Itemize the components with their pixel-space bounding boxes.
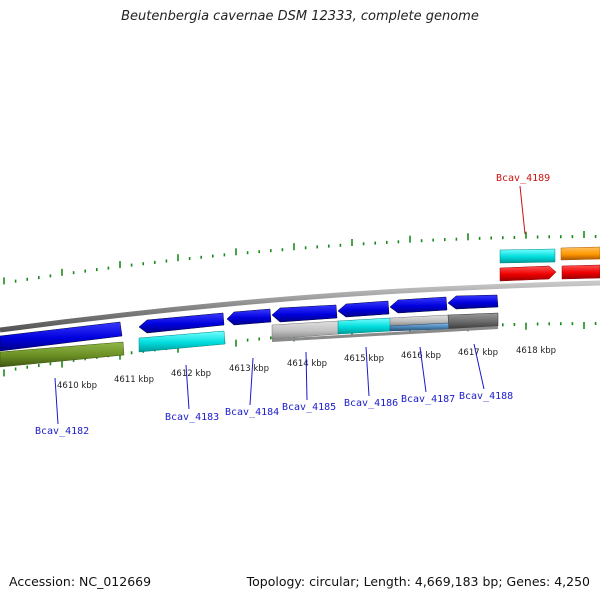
genome-title: Beutenbergia cavernae DSM 12333, complet…: [121, 9, 479, 24]
reverse-strand-features: [0, 312, 499, 368]
gene-bcav-4184[interactable]: [226, 308, 272, 326]
gene-label-bcav-4184[interactable]: Bcav_4184: [225, 407, 279, 418]
gene-bcav-4188[interactable]: [447, 294, 499, 310]
genome-summary-text: Topology: circular; Length: 4,669,183 bp…: [246, 574, 590, 589]
genome-backbone: [0, 280, 600, 333]
leader-line: [185, 364, 190, 410]
gene-bcav-4189-red[interactable]: [499, 265, 557, 282]
leader-line: [305, 351, 308, 401]
upper-tick-row: [3, 231, 597, 285]
gene-orange[interactable]: [560, 246, 600, 261]
feature-cyan-4183[interactable]: [138, 330, 226, 353]
feature-olive[interactable]: [0, 341, 125, 368]
kbp-label: 4611 kbp: [114, 375, 154, 385]
kbp-label: 4615 kbp: [344, 354, 384, 364]
gene-label-bcav-4188[interactable]: Bcav_4188: [459, 391, 513, 402]
gene-bcav-4189-cyan[interactable]: [499, 248, 556, 264]
gene-label-bcav-4182[interactable]: Bcav_4182: [35, 426, 89, 437]
kbp-label: 4613 kbp: [229, 364, 269, 374]
feature-cyan-4186[interactable]: [337, 317, 392, 335]
gene-bcav-4185[interactable]: [271, 304, 338, 323]
leader-line: [365, 346, 370, 397]
gene-red-right[interactable]: [561, 264, 600, 280]
kbp-label: 4618 kbp: [516, 346, 556, 356]
accession-text: Accession: NC_012669: [9, 574, 152, 589]
gene-label-bcav-4187[interactable]: Bcav_4187: [401, 394, 455, 405]
gene-bcav-4183[interactable]: [138, 312, 225, 334]
kbp-label: 4617 kbp: [458, 348, 498, 358]
kbp-label: 4612 kbp: [171, 369, 211, 379]
leader-line: [54, 377, 59, 425]
gene-label-bcav-4186[interactable]: Bcav_4186: [344, 398, 398, 409]
gene-bcav-4186[interactable]: [337, 300, 390, 318]
gene-labels: Bcav_4182 Bcav_4183 Bcav_4184 Bcav_4185 …: [35, 173, 550, 437]
feature-strip: [272, 326, 498, 342]
backbone-features: [0, 294, 499, 352]
gene-label-bcav-4185[interactable]: Bcav_4185: [282, 402, 336, 413]
gene-label-bcav-4189[interactable]: Bcav_4189: [496, 173, 550, 184]
gene-label-leaders: [54, 185, 526, 425]
forward-strand-features: [499, 246, 600, 282]
gene-label-bcav-4183[interactable]: Bcav_4183: [165, 412, 219, 423]
leader-line: [249, 357, 254, 406]
kbp-label: 4610 kbp: [57, 381, 97, 391]
leader-line: [519, 185, 526, 235]
leader-line: [419, 346, 427, 393]
leader-line: [473, 343, 485, 390]
gene-bcav-4182[interactable]: [0, 321, 123, 352]
kbp-label: 4614 kbp: [287, 359, 327, 369]
gene-bcav-4187[interactable]: [389, 296, 448, 314]
